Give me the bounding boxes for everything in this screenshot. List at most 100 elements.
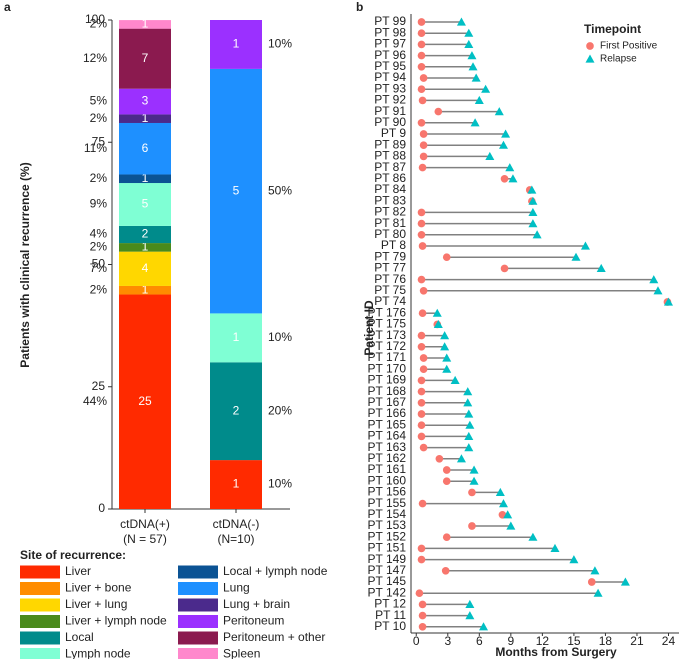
point <box>532 230 542 239</box>
value-label: 50% <box>268 183 292 197</box>
point <box>494 107 504 116</box>
point <box>479 622 489 631</box>
point <box>417 118 426 127</box>
value-label: 2% <box>90 282 108 296</box>
y-tick-label: 100 <box>85 12 105 26</box>
value-label: 10% <box>268 330 292 344</box>
y-tick-label: 25 <box>92 379 106 393</box>
y-tick-label: 0 <box>98 501 105 515</box>
y-tick-label: PT 81 <box>374 216 406 230</box>
legend-swatch <box>20 582 60 595</box>
point <box>506 521 516 530</box>
legend-swatch <box>20 631 60 645</box>
point <box>417 29 426 38</box>
point <box>471 73 481 82</box>
bar-segment <box>119 225 171 244</box>
legend-title: Timepoint <box>584 22 641 36</box>
point <box>649 275 659 284</box>
y-tick-label: PT 170 <box>368 361 407 375</box>
panel-label: a <box>4 0 11 14</box>
value-label: 12% <box>83 51 107 65</box>
y-tick-label: PT 152 <box>368 529 407 543</box>
point <box>498 499 508 508</box>
count-label: 5 <box>233 183 240 197</box>
x-tick-sublabel: (N = 57) <box>123 532 167 546</box>
point <box>465 611 475 620</box>
bar-segment <box>119 122 171 175</box>
point <box>468 488 476 497</box>
legend-label: Local <box>65 630 94 644</box>
legend-label: Liver + lymph node <box>65 614 167 628</box>
count-label: 3 <box>142 94 149 108</box>
bar-segment <box>119 88 171 115</box>
count-label: 25 <box>138 394 152 408</box>
legend-swatch <box>20 565 60 579</box>
point <box>528 196 538 205</box>
y-tick-label: PT 93 <box>374 81 406 95</box>
count-label: 5 <box>142 197 149 211</box>
count-label: 1 <box>142 240 149 254</box>
y-tick-label: PT 95 <box>374 59 406 73</box>
point <box>503 510 513 519</box>
y-tick-label: PT 91 <box>374 104 406 118</box>
y-tick-label: PT 172 <box>368 339 407 353</box>
point <box>464 39 474 48</box>
point <box>620 577 630 586</box>
x-tick-label: ctDNA(-) <box>213 517 260 531</box>
point <box>419 141 428 150</box>
y-tick-label: PT 166 <box>368 406 407 420</box>
point <box>442 253 451 262</box>
point <box>442 364 452 373</box>
legend-swatch <box>178 582 218 595</box>
bar-segment <box>119 285 171 295</box>
legend-title: Site of recurrence: <box>20 548 126 562</box>
count-label: 1 <box>233 330 240 344</box>
y-tick-label: PT 79 <box>374 249 406 263</box>
count-label: 1 <box>233 477 240 491</box>
y-tick-label: PT 151 <box>368 541 407 555</box>
point <box>440 342 450 351</box>
x-tick-label: 24 <box>662 634 676 648</box>
point <box>500 264 509 273</box>
point <box>417 275 426 284</box>
y-tick-label: PT 169 <box>368 373 407 387</box>
y-tick-label: PT 145 <box>368 574 407 588</box>
point <box>464 431 474 440</box>
bar-segment <box>119 28 171 89</box>
point <box>528 219 538 228</box>
point <box>508 174 518 183</box>
y-tick-label: PT 80 <box>374 227 406 241</box>
y-tick-label: PT 163 <box>368 440 407 454</box>
x-tick-label: 6 <box>476 634 483 648</box>
y-tick-label: PT 142 <box>368 585 407 599</box>
bar-segment <box>119 114 171 123</box>
point <box>593 588 603 597</box>
point <box>417 51 426 60</box>
y-tick-label: 50 <box>92 257 106 271</box>
point <box>442 466 451 474</box>
count-label: 4 <box>142 261 149 275</box>
y-tick-label: PT 99 <box>374 14 406 28</box>
legend-swatch <box>178 615 218 628</box>
value-label: 2% <box>90 240 108 254</box>
y-tick-label: PT 162 <box>368 451 407 465</box>
legend-label: First Positive <box>600 41 658 52</box>
legend-swatch <box>20 648 60 659</box>
count-label: 1 <box>142 17 149 31</box>
y-tick-label: PT 94 <box>374 70 406 84</box>
point <box>419 365 428 374</box>
point <box>468 522 476 530</box>
point <box>417 230 426 239</box>
point <box>596 263 606 272</box>
point <box>417 85 426 94</box>
y-tick-label: PT 176 <box>368 305 407 319</box>
point <box>419 443 428 452</box>
count-label: 1 <box>142 282 149 296</box>
x-tick-label: 0 <box>413 634 420 648</box>
legend-label: Liver <box>65 564 91 578</box>
point <box>432 308 442 317</box>
bar-segment <box>210 68 262 314</box>
point <box>435 454 444 463</box>
point <box>417 432 426 441</box>
legend-marker <box>585 54 595 63</box>
